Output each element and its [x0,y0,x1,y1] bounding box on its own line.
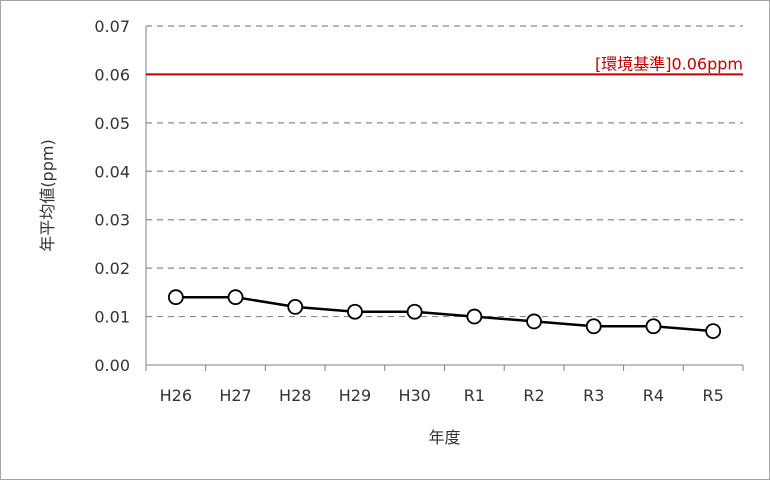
data-point [406,303,423,320]
y-tick-label: 0.01 [94,308,130,327]
data-point [645,318,662,335]
x-tick-label: R4 [643,386,664,405]
y-tick-label: 0.00 [94,356,130,375]
x-tick-label: H28 [279,386,311,405]
y-axis-title: 年平均値(ppm) [38,139,57,251]
x-tick-label: R1 [464,386,485,405]
y-tick-label: 0.07 [94,17,130,36]
x-tick-label: H29 [339,386,371,405]
reference-line-group: [環境基準]0.06ppm [146,54,743,76]
x-tick-labels: H26 H27 H28 H29 H30 R1 R2 R3 R4 R5 [160,386,724,405]
x-tick-label: R5 [703,386,724,405]
x-tick-label: R2 [523,386,544,405]
data-point [227,289,244,306]
y-tick-label: 0.05 [94,114,130,133]
y-tick-label: 0.03 [94,211,130,230]
y-tick-label: 0.04 [94,162,130,181]
data-point [347,303,363,320]
reference-line-label: [環境基準]0.06ppm [595,54,743,73]
data-point [466,308,483,325]
data-point [526,313,542,330]
series-group [167,289,722,340]
y-tick-label: 0.06 [94,65,130,84]
x-tick-label: R3 [583,386,604,405]
data-point [705,323,722,340]
y-tick-label: 0.02 [94,259,130,278]
x-tick-label: H27 [219,386,251,405]
axes [145,26,744,371]
x-axis-title: 年度 [428,428,460,447]
x-tick-label: H30 [398,386,430,405]
data-point [585,318,602,335]
data-point [287,298,304,315]
x-tick-label: H26 [160,386,192,405]
data-point [167,289,184,306]
series-line [175,295,714,333]
y-tick-labels: 0.00 0.01 0.02 0.03 0.04 0.05 0.06 0.07 [94,17,130,375]
